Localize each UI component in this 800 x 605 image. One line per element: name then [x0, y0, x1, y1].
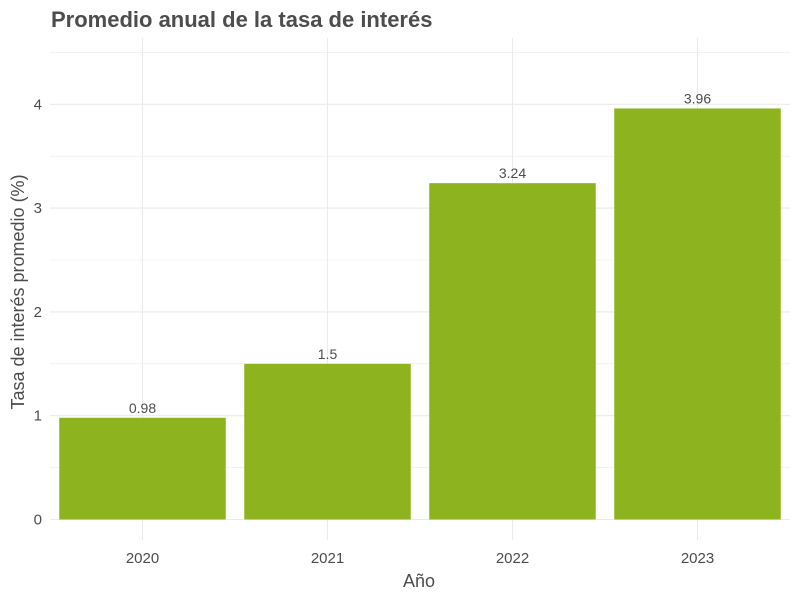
x-axis-title: Año — [403, 571, 435, 591]
y-tick-label-4: 4 — [34, 96, 42, 113]
chart-title: Promedio anual de la tasa de interés — [51, 7, 433, 32]
x-tick-label-2020: 2020 — [126, 550, 159, 567]
bar-2020 — [59, 417, 226, 520]
bar-2021 — [244, 363, 411, 520]
bar-value-label-2023: 3.96 — [684, 90, 711, 106]
bar-2022 — [429, 183, 596, 520]
bar-value-label-2022: 3.24 — [499, 165, 526, 181]
y-tick-label-0: 0 — [34, 512, 42, 529]
bar-value-label-2021: 1.5 — [318, 346, 338, 362]
x-axis: 2020 2021 2022 2023 — [126, 550, 714, 567]
y-axis-title: Tasa de interés promedio (%) — [8, 174, 28, 409]
y-tick-label-2: 2 — [34, 304, 42, 321]
bar-value-labels: 0.98 1.5 3.24 3.96 — [129, 90, 711, 415]
x-tick-label-2022: 2022 — [496, 550, 529, 567]
bars — [59, 108, 781, 520]
y-axis: 0 1 2 3 4 — [34, 96, 42, 528]
y-tick-label-3: 3 — [34, 200, 42, 217]
x-tick-label-2023: 2023 — [681, 550, 714, 567]
x-tick-label-2021: 2021 — [311, 550, 344, 567]
bar-2023 — [614, 108, 781, 520]
bar-value-label-2020: 0.98 — [129, 400, 156, 416]
y-tick-label-1: 1 — [34, 408, 42, 425]
